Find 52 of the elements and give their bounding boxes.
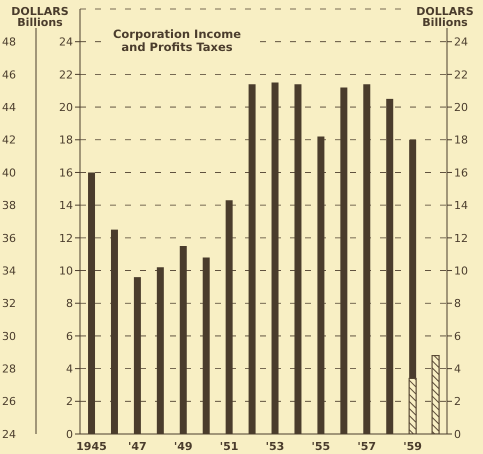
bar: [408, 378, 417, 434]
y2-tick-label: 22: [454, 68, 468, 82]
y2-tick-label: 18: [454, 134, 468, 147]
y3-tick-label: 32: [2, 297, 16, 310]
y3-tick-label: 48: [2, 36, 16, 49]
y3-tick-label: 24: [2, 428, 16, 441]
y-axis-title: DOLLARS Billions: [4, 5, 76, 29]
y2-tick-label: 0: [454, 428, 461, 441]
y-tick-label: 12: [59, 232, 73, 245]
y3-tick-label: 38: [2, 199, 16, 212]
y-tick-label: 22: [59, 68, 73, 82]
y3-tick-label: 46: [2, 68, 16, 82]
y2-tick-label: 4: [454, 362, 461, 376]
y2-tick-label: 20: [454, 100, 468, 114]
x-tick-label: 1945: [76, 440, 107, 453]
x-tick-label: '53: [266, 440, 284, 453]
y3-tick-label: 28: [2, 362, 16, 376]
y2-tick-label: 16: [454, 166, 468, 180]
y-tick-label: 14: [59, 199, 73, 212]
x-tick-label: '51: [220, 440, 238, 453]
x-tick-label: '47: [128, 440, 147, 453]
y2-tick-label: 2: [454, 395, 461, 408]
y3-tick-label: 26: [2, 395, 16, 408]
y2-tick-label: 8: [454, 297, 461, 310]
y-tick-label: 8: [66, 297, 73, 310]
y3-tick-label: 44: [2, 100, 16, 114]
y2-tick-label: 24: [454, 36, 468, 49]
y3-tick-label: 34: [2, 264, 16, 278]
x-tick-label: '59: [403, 440, 422, 453]
y2-tick-label: 12: [454, 232, 468, 245]
bar: [431, 354, 440, 434]
y-tick-label: 24: [59, 36, 73, 49]
y-tick-label: 0: [66, 428, 73, 441]
y3-tick-label: 36: [2, 232, 16, 245]
x-tick-label: '49: [174, 440, 193, 453]
y-tick-label: 16: [59, 166, 73, 180]
y2-tick-label: 10: [454, 264, 468, 278]
y-tick-label: 10: [59, 264, 73, 278]
y3-tick-label: 30: [2, 330, 16, 343]
y-tick-label: 6: [66, 330, 73, 343]
y2-axis-title: DOLLARS Billions: [409, 5, 481, 29]
y3-tick-label: 42: [2, 134, 16, 147]
y2-tick-label: 14: [454, 199, 468, 212]
y-tick-label: 20: [59, 100, 73, 114]
y-tick-label: 2: [66, 395, 73, 408]
x-tick-label: '57: [357, 440, 376, 453]
x-tick-label: '55: [312, 440, 330, 453]
y-tick-label: 4: [66, 362, 73, 376]
text: Corporation Income and Profits Taxes: [102, 27, 252, 54]
y3-tick-label: 40: [2, 166, 16, 180]
y-tick-label: 18: [59, 134, 73, 147]
y2-tick-label: 6: [454, 330, 461, 343]
